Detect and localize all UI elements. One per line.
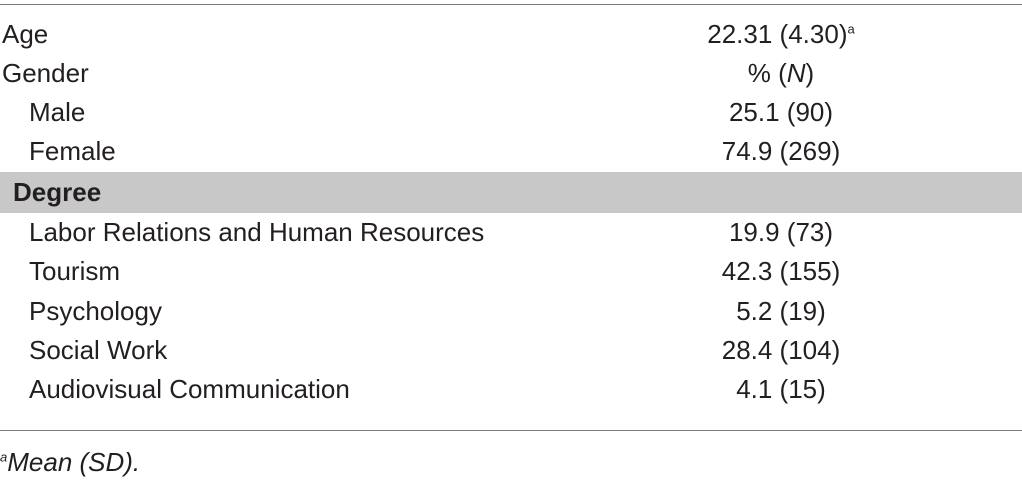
row-label: Social Work — [29, 335, 168, 365]
table-row-age: Age 22.31 (4.30)a — [0, 15, 1022, 54]
table-row-gender: Gender % (N) — [0, 54, 1022, 93]
row-value-text: 22.31 (4.30) — [707, 19, 848, 49]
value-suffix: ) — [805, 58, 815, 88]
row-label: Gender — [2, 58, 89, 88]
row-label: Audiovisual Communication — [29, 374, 350, 404]
table-bottom-rule — [0, 430, 1022, 431]
row-label: Female — [29, 136, 116, 166]
row-value: 19.9 (73) — [728, 217, 834, 247]
row-value: 25.1 (90) — [728, 97, 834, 127]
superscript-marker: a — [847, 21, 855, 37]
footnote-text: Mean (SD). — [7, 447, 141, 477]
row-value: 4.1 (15) — [736, 374, 826, 404]
row-label: Psychology — [29, 296, 162, 326]
table-row-male: Male 25.1 (90) — [0, 93, 1022, 132]
row-label: Labor Relations and Human Resources — [29, 217, 485, 247]
table-row-labor-relations: Labor Relations and Human Resources 19.9… — [0, 213, 1022, 252]
table-row-female: Female 74.9 (269) — [0, 132, 1022, 171]
table-row-psychology: Psychology 5.2 (19) — [0, 292, 1022, 331]
table-footnote: aMean (SD). — [0, 444, 140, 480]
row-value: 28.4 (104) — [721, 335, 841, 365]
row-label: Male — [29, 97, 86, 127]
value-prefix: % ( — [747, 58, 787, 88]
value-italic: N — [786, 58, 806, 88]
row-label: Age — [2, 19, 49, 49]
table-row-audiovisual: Audiovisual Communication 4.1 (15) — [0, 370, 1022, 409]
section-header-degree: Degree — [0, 172, 1022, 213]
row-value: 5.2 (19) — [736, 296, 826, 326]
row-value: 22.31 (4.30)a — [645, 15, 917, 54]
table-row-tourism: Tourism 42.3 (155) — [0, 252, 1022, 291]
table-row-social-work: Social Work 28.4 (104) — [0, 331, 1022, 370]
section-label: Degree — [13, 177, 102, 207]
footnote-marker: a — [0, 449, 8, 465]
row-value: 42.3 (155) — [721, 256, 841, 286]
row-value: % (N) — [645, 54, 917, 93]
row-value: 74.9 (269) — [721, 136, 841, 166]
row-label: Tourism — [29, 256, 121, 286]
table-top-rule — [0, 4, 1022, 5]
